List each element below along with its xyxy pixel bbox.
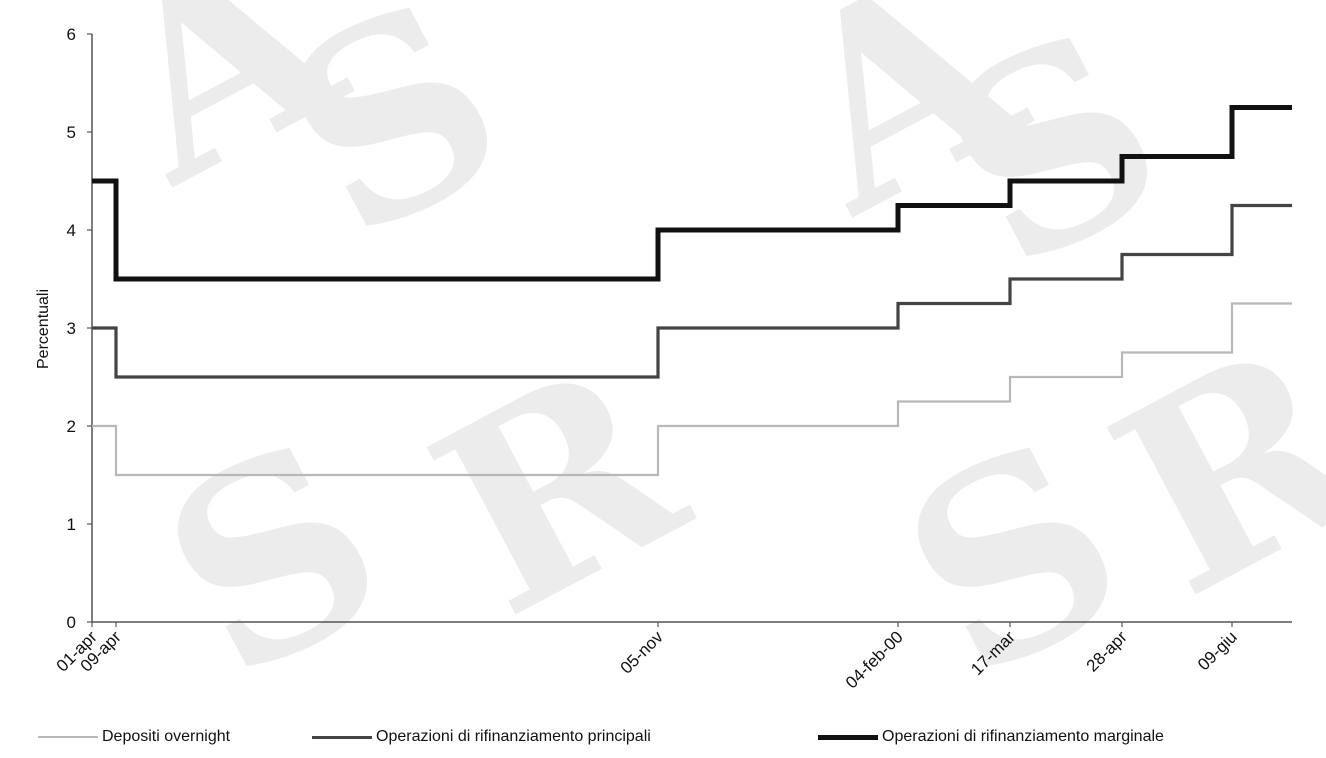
y-axis-label: Percentuali bbox=[35, 288, 52, 369]
y-tick-label: 1 bbox=[67, 515, 76, 534]
legend-label-principali: Operazioni di rifinanziamento principali bbox=[376, 728, 651, 745]
y-tick-label: 3 bbox=[67, 319, 76, 338]
series-layer bbox=[92, 105, 1292, 477]
legend-item-depositi: Depositi overnight bbox=[38, 728, 230, 746]
x-tick-label: 05-nov bbox=[617, 627, 668, 678]
legend-swatch-marginale bbox=[818, 734, 878, 740]
x-tick-label: 04-feb-00 bbox=[842, 627, 907, 692]
y-tick-label: 6 bbox=[67, 25, 76, 44]
series-line-3 bbox=[92, 105, 1292, 282]
x-tick-label: 09-giu bbox=[1194, 627, 1241, 674]
y-tick-label: 4 bbox=[67, 221, 76, 240]
x-tick-label: 17-mar bbox=[967, 627, 1019, 679]
legend-label-marginale: Operazioni di rifinanziamento marginale bbox=[882, 728, 1164, 745]
legend-item-principali: Operazioni di rifinanziamento principali bbox=[312, 728, 651, 746]
y-tick-label: 2 bbox=[67, 417, 76, 436]
legend-swatch-depositi bbox=[38, 736, 98, 738]
legend-item-marginale: Operazioni di rifinanziamento marginale bbox=[818, 728, 1164, 746]
y-tick-label: 5 bbox=[67, 123, 76, 142]
y-tick-label: 0 bbox=[67, 613, 76, 632]
legend-swatch-principali bbox=[312, 735, 372, 739]
legend: Depositi overnight Operazioni di rifinan… bbox=[0, 728, 1326, 754]
legend-label-depositi: Depositi overnight bbox=[102, 728, 231, 745]
x-tick-label: 28-apr bbox=[1083, 627, 1131, 675]
chart-axes bbox=[87, 33, 1292, 627]
series-line-2 bbox=[92, 203, 1292, 379]
series-line-1 bbox=[92, 302, 1292, 477]
